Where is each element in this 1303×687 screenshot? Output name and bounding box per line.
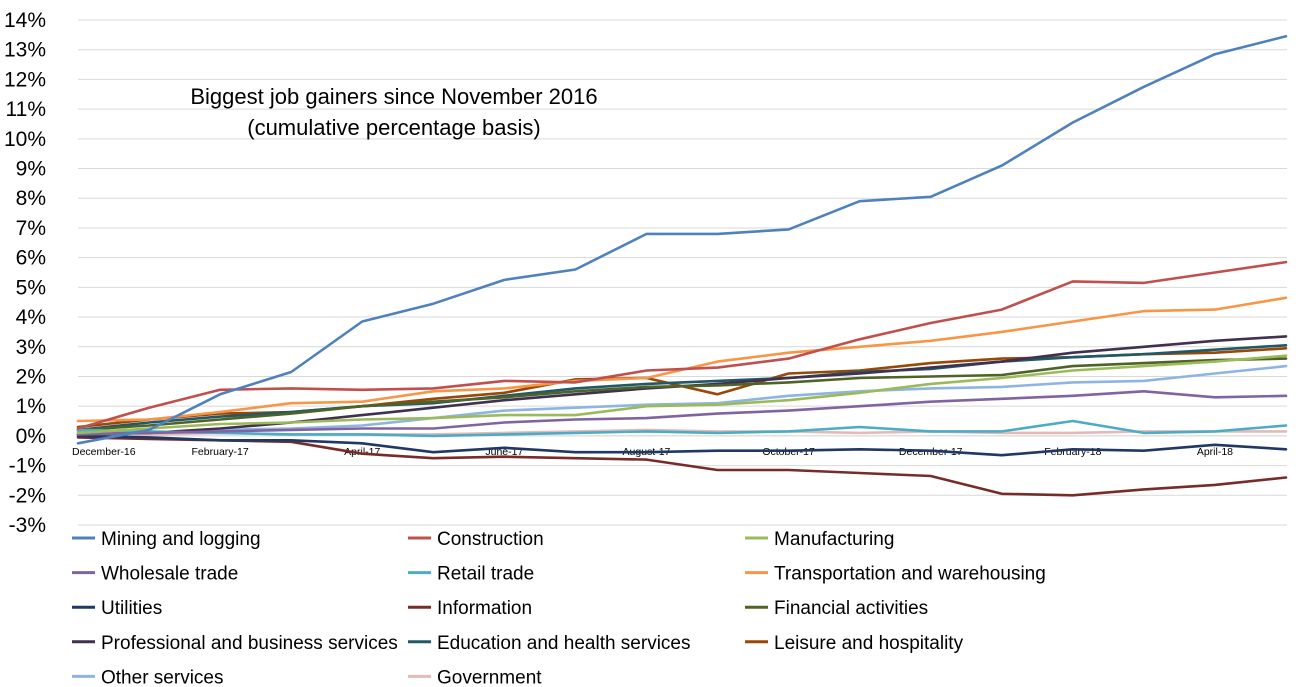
chart-title: Biggest job gainers since November 2016 …	[190, 84, 597, 140]
y-tick-label: 5%	[16, 276, 46, 299]
y-tick-label: 2%	[16, 365, 46, 388]
legend-label-retail-trade: Retail trade	[437, 564, 534, 585]
series-lines	[76, 34, 1288, 497]
legend-label-information: Information	[437, 598, 532, 619]
chart-title-line-2: (cumulative percentage basis)	[247, 115, 540, 140]
series-line-transportation-and-warehousing	[76, 296, 1288, 423]
y-axis-tick-labels: -3% -2% -1% 0% 1% 2% 3% 4% 5% 6% 7% 8% 9% 10% 11% 12% 13…	[4, 9, 46, 537]
y-tick-label: 11%	[6, 98, 46, 121]
legend-label-construction: Construction	[437, 529, 544, 550]
x-tick-label: December-16	[72, 446, 136, 458]
legend-label-professional-and-business-services: Professional and business services	[101, 633, 398, 654]
legend-label-mining-and-logging: Mining and logging	[101, 529, 261, 550]
series-line-construction	[76, 260, 1288, 430]
legend-label-manufacturing: Manufacturing	[774, 529, 894, 550]
y-tick-label: 8%	[16, 187, 46, 210]
series-line-manufacturing	[76, 354, 1288, 435]
x-tick-label: October-17	[762, 446, 815, 458]
y-tick-label: 12%	[4, 68, 46, 91]
y-tick-label: 6%	[16, 247, 46, 270]
series-line-education-and-health-services	[76, 343, 1288, 432]
series-line-utilities	[76, 434, 1288, 457]
x-tick-label: February-17	[192, 446, 249, 458]
y-tick-label: 10%	[4, 128, 46, 151]
x-tick-label: April-18	[1197, 446, 1233, 458]
y-tick-label: -2%	[9, 484, 46, 507]
chart-title-line-1: Biggest job gainers since November 2016	[190, 84, 597, 109]
legend-label-financial-activities: Financial activities	[774, 598, 928, 619]
series-line-other-services	[76, 364, 1288, 435]
legend-label-other-services: Other services	[101, 667, 223, 687]
legend-label-leisure-and-hospitality: Leisure and hospitality	[774, 633, 964, 654]
y-tick-label: 0%	[16, 425, 46, 448]
series-line-information	[76, 436, 1288, 497]
legend-label-education-and-health-services: Education and health services	[437, 633, 691, 654]
legend-label-utilities: Utilities	[101, 598, 162, 619]
y-tick-label: 9%	[16, 158, 46, 181]
y-tick-label: 4%	[16, 306, 46, 329]
legend: Mining and logging Construction Manufactur…	[72, 529, 1046, 687]
series-line-wholesale-trade	[76, 389, 1288, 436]
y-tick-label: -3%	[9, 514, 46, 537]
series-line-mining-and-logging	[76, 34, 1288, 445]
y-tick-label: 13%	[4, 39, 46, 62]
y-tick-label: 7%	[16, 217, 46, 240]
y-tick-label: -1%	[9, 455, 46, 478]
series-line-financial-activities	[76, 357, 1288, 432]
y-tick-label: 3%	[16, 336, 46, 359]
legend-label-transportation-and-warehousing: Transportation and warehousing	[774, 564, 1046, 585]
series-line-retail-trade	[76, 419, 1288, 438]
legend-label-government: Government	[437, 667, 542, 687]
y-tick-label: 14%	[4, 9, 46, 32]
legend-label-wholesale-trade: Wholesale trade	[101, 564, 238, 585]
y-tick-label: 1%	[16, 395, 46, 418]
